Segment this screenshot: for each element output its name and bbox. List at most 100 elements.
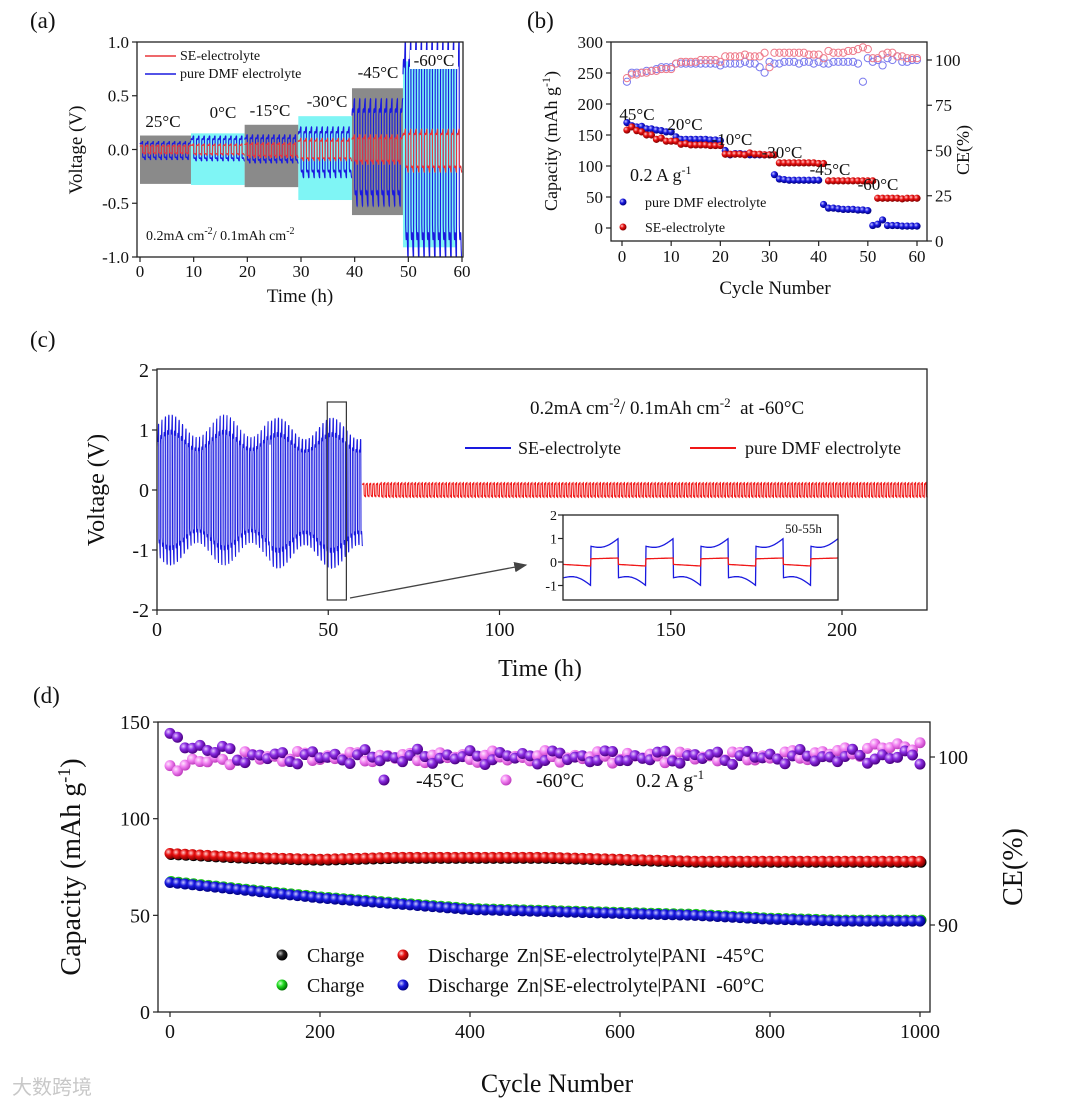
- ce-marker: [696, 55, 705, 65]
- capacity-marker: [716, 136, 724, 145]
- panel-d-y2label: CE(%): [998, 828, 1029, 906]
- dmf-voltage-line: [351, 97, 404, 208]
- temperature-label: -60°C: [414, 51, 455, 70]
- y-tick-label: 300: [578, 33, 604, 52]
- ce-marker-45: [412, 743, 423, 755]
- ce-marker: [765, 57, 774, 66]
- ce-marker-45: [914, 758, 926, 770]
- ce-marker: [804, 50, 813, 59]
- zoom-region-box: [326, 401, 347, 601]
- ce-marker: [868, 54, 877, 63]
- temperature-label: -30°C: [762, 143, 803, 162]
- ce-marker-45: [209, 746, 221, 758]
- y2-tick-label: 90: [938, 915, 958, 937]
- ce-marker: [814, 50, 823, 59]
- ce-marker: [858, 43, 868, 52]
- ce-marker-45: [224, 743, 236, 755]
- legend-label-charge-60: Charge: [307, 975, 365, 997]
- y-tick-label: 50: [130, 905, 150, 927]
- temperature-label: -15°C: [250, 101, 291, 120]
- capacity-marker: [770, 171, 779, 179]
- ce-marker: [721, 52, 730, 61]
- se-voltage-line: [244, 141, 299, 158]
- x-tick-label: 200: [827, 619, 857, 641]
- ce-marker: [676, 57, 686, 66]
- panel-c-axes: 0 50 100 150 200 -2 -1 0 1 2: [132, 360, 857, 641]
- capacity-marker: [819, 159, 828, 168]
- y2-tick-label: 75: [935, 96, 952, 115]
- y-tick-label: 1: [139, 420, 149, 442]
- panel-d-xlabel: Cycle Number: [481, 1069, 634, 1098]
- y-tick-label: 100: [120, 809, 150, 831]
- ce-marker-45: [344, 758, 356, 770]
- temperature-label: 0°C: [210, 103, 237, 122]
- ce-marker: [819, 59, 828, 68]
- panel-a-legend: SE-electrolyte pure DMF electrolyte: [141, 45, 321, 83]
- legend-label-se: SE-electrolyte: [180, 49, 260, 64]
- legend-marker-charge-60: [276, 979, 288, 991]
- ce-marker: [839, 57, 848, 66]
- temperature-label: -45°C: [358, 63, 399, 82]
- ce-marker: [667, 64, 676, 74]
- x-tick-label: 50: [318, 619, 338, 641]
- ce-marker: [799, 48, 809, 57]
- y-tick-label: 0: [550, 556, 557, 571]
- y-tick-label: 2: [550, 509, 557, 524]
- legend-marker-discharge-60: [397, 979, 409, 991]
- x-tick-label: 60: [909, 247, 926, 266]
- y-tick-label: 0.5: [108, 87, 129, 106]
- ce-marker: [745, 52, 754, 61]
- temperature-label: 20°C: [667, 115, 702, 134]
- panel-b-xlabel: Cycle Number: [719, 278, 831, 299]
- ce-marker: [657, 64, 666, 74]
- current-density-annotation: 0.2mA cm-2/ 0.1mAh cm-2: [146, 226, 295, 244]
- se-voltage-line: [351, 134, 404, 165]
- capacity-marker: [667, 128, 675, 136]
- ce-marker: [834, 57, 843, 66]
- panel-d-chart: 0 200 400 600 800 1000 0 50 100 150 90 100 Cycle Nu…: [54, 712, 1029, 1098]
- inset-dmf-line: [563, 557, 838, 567]
- ce-marker: [878, 61, 887, 70]
- ce-marker: [740, 50, 750, 59]
- y-tick-label: 150: [578, 126, 604, 145]
- ce-marker-45: [607, 745, 618, 757]
- ce-marker: [691, 57, 700, 66]
- ce-marker: [750, 59, 759, 68]
- ce-marker: [893, 52, 902, 61]
- y-tick-label: -1.0: [102, 248, 129, 267]
- x-tick-label: 0: [165, 1021, 175, 1043]
- ce-marker-60: [179, 759, 191, 771]
- y-tick-label: 200: [578, 95, 604, 114]
- capacity-marker: [647, 131, 656, 139]
- ce-marker: [794, 59, 804, 68]
- y2-tick-label: 100: [938, 747, 968, 769]
- legend-label-discharge-45: Discharge Zn|SE-electrolyte|PANI -45°C: [428, 945, 764, 967]
- ce-marker: [775, 59, 784, 68]
- x-tick-label: 100: [485, 619, 515, 641]
- temperature-labels: 25°C 0°C -15°C -30°C -45°C -60°C: [145, 50, 458, 131]
- x-tick-label: 50: [400, 262, 417, 281]
- y2-tick-label: 50: [935, 141, 952, 160]
- ce-marker: [716, 57, 725, 66]
- ce-marker-45: [892, 751, 903, 763]
- x-tick-label: 150: [656, 619, 686, 641]
- x-tick-label: 600: [605, 1021, 635, 1043]
- temperature-shades: [140, 61, 457, 248]
- x-tick-label: 40: [810, 247, 827, 266]
- rate-label: 0.2 A g-1: [630, 163, 692, 185]
- panel-d-ylabel: Capacity (mAh g-1): [54, 758, 87, 975]
- inset-frame: [562, 514, 839, 601]
- ce-marker: [844, 46, 853, 56]
- ce-marker: [716, 61, 725, 70]
- inset-chart: -1 0 1 2 50-55h: [545, 509, 839, 601]
- legend-marker-discharge-45: [397, 949, 409, 961]
- ce-marker: [647, 66, 656, 75]
- y2-tick-label: 25: [935, 187, 952, 206]
- ce-marker-45: [779, 758, 791, 770]
- ce-marker: [912, 54, 922, 63]
- ce-marker: [829, 48, 838, 57]
- ce-marker: [765, 63, 774, 72]
- ce-marker: [750, 52, 759, 61]
- capacity-marker: [628, 123, 636, 131]
- capacity-marker: [770, 151, 779, 159]
